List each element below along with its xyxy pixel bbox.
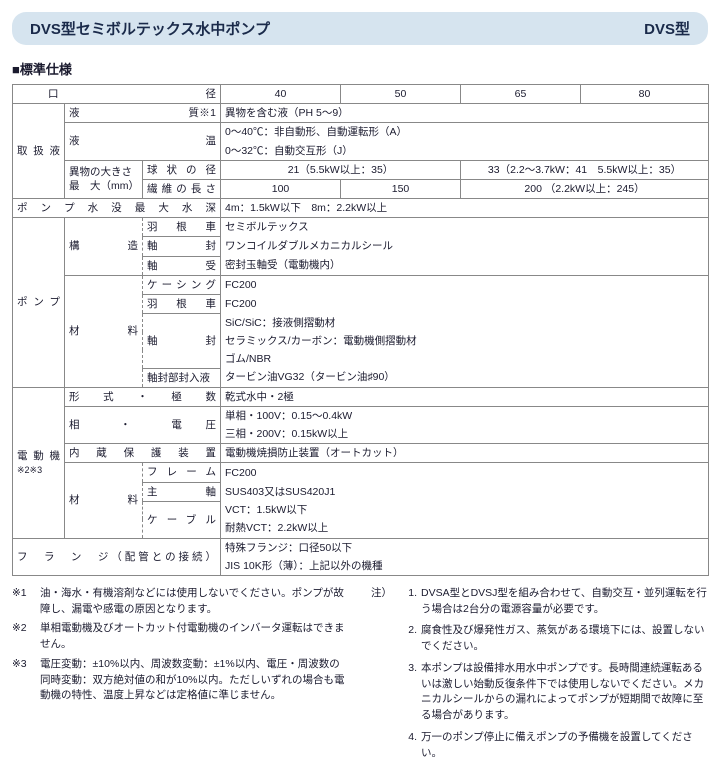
row-solid-l2: 最 大（mm）	[69, 180, 139, 192]
row-fiber-v2: 150	[341, 179, 461, 198]
row-subm-l: ポ ン プ 水 没 最 大 水 深	[13, 199, 221, 218]
row-quality-v: 異物を含む液（PH 5～9）	[221, 104, 709, 123]
row-phase-v2: 三相・200V：0.15kW以上	[221, 425, 709, 444]
right-notes-lead: 注）	[371, 586, 395, 768]
notes-area: ※1 油・海水・有機溶剤などには使用しないでください。ポンプが故障し、漏電や感電…	[12, 586, 708, 768]
row-fiber-v3: 200 （2.2kW以上：245）	[461, 179, 709, 198]
note-3: ※3 電圧変動：±10%以内、周波数変動：±1%以内、電圧・周波数の同時変動：双…	[12, 657, 349, 704]
row-shaft-l: 主 軸	[143, 482, 221, 501]
rnote-2: 2.腐食性及び爆発性ガス、蒸気がある環境下には、設置しないでください。	[399, 623, 708, 655]
row-flange-l: フ ラ ン ジ（配管との接続）	[13, 538, 221, 575]
row-motor-label: 電動機	[17, 449, 60, 463]
row-protect-v: 電動機焼損防止装置（オートカット）	[221, 444, 709, 463]
row-seal-l: 軸 封	[143, 237, 221, 256]
row-motor: 電動機 ※2※3	[13, 387, 65, 538]
row-phase-v1: 単相・100V：0.15～0.4kW	[221, 406, 709, 425]
note-2-text: 単相電動機及びオートカット付電動機のインバータ運転はできません。	[40, 621, 349, 653]
model-type: DVS型	[644, 18, 690, 39]
row-flange-v1: 特殊フランジ：口径50以下	[221, 538, 709, 557]
right-notes: 注） 1.DVSA型とDVSJ型を組み合わせて、自動交互・並列運転を行う場合は2…	[371, 586, 708, 768]
row-flange-v2: JIS 10K形（薄）：上記以外の機種	[221, 557, 709, 576]
row-struct: 構 造	[65, 218, 143, 276]
row-frame-v: FC200	[221, 463, 709, 482]
col-d3: 65	[461, 85, 581, 104]
row-type-v: 乾式水中・2極	[221, 387, 709, 406]
row-handled-liquid: 取扱液	[13, 104, 65, 199]
row-ball-v2: 33（2.2～3.7kW：41 5.5kW以上：35）	[461, 160, 709, 179]
row-seal2-l: 軸 封	[143, 314, 221, 369]
row-seal-v: ワンコイルダブルメカニカルシール	[221, 237, 709, 256]
row-seal2-v2: セラミックス/カーボン：電動機側摺動材	[221, 332, 709, 350]
rnote-4: 4.万一のポンプ停止に備えポンプの予備機を設置してください。	[399, 730, 708, 762]
row-motor-sup: ※2※3	[17, 465, 42, 475]
row-protect-l: 内 蔵 保 護 装 置	[65, 444, 221, 463]
row-fiber-v1: 100	[221, 179, 341, 198]
row-temp-l: 液 温	[65, 123, 221, 160]
row-seal2-v1: SiC/SiC：接液側摺動材	[221, 314, 709, 332]
left-notes: ※1 油・海水・有機溶剤などには使用しないでください。ポンプが故障し、漏電や感電…	[12, 586, 349, 768]
row-material: 材 料	[65, 275, 143, 387]
rnote-2-text: 腐食性及び爆発性ガス、蒸気がある環境下には、設置しないでください。	[421, 623, 708, 655]
row-subm-v: 4m：1.5kW以下 8m：2.2kW以上	[221, 199, 709, 218]
spec-table: 口 径 40 50 65 80 取扱液 液 質※1 異物を含む液（PH 5～9）…	[12, 84, 709, 576]
note-2: ※2 単相電動機及びオートカット付電動機のインバータ運転はできません。	[12, 621, 349, 653]
row-mmat: 材 料	[65, 463, 143, 538]
note-2-tag: ※2	[12, 621, 36, 653]
section-heading: ■標準仕様	[12, 59, 708, 78]
row-solid-l: 異物の大きさ 最 大（mm）	[65, 160, 143, 198]
row-fiber-l: 繊維の長さ	[143, 179, 221, 198]
row-type-l: 形 式 ・ 極 数	[65, 387, 221, 406]
row-bearing-v: 密封玉軸受（電動機内）	[221, 256, 709, 275]
row-quality-l: 液 質※1	[65, 104, 221, 123]
col-diameter-label: 口 径	[13, 85, 221, 104]
row-imp2-l: 羽 根 車	[143, 294, 221, 313]
title-bar: DVS型セミボルテックス水中ポンプ DVS型	[12, 12, 708, 45]
row-bearing-l: 軸 受	[143, 256, 221, 275]
row-temp-v1: 0～40℃：非自動形、自動運転形（A）	[221, 123, 709, 142]
row-impeller-v: セミボルテックス	[221, 218, 709, 237]
row-frame-l: フレーム	[143, 463, 221, 482]
row-casing-l: ケーシング	[143, 275, 221, 294]
row-phase-l: 相 ・ 電 圧	[65, 406, 221, 443]
row-imp2-v: FC200	[221, 294, 709, 313]
col-d4: 80	[581, 85, 709, 104]
note-1-text: 油・海水・有機溶剤などには使用しないでください。ポンプが故障し、漏電や感電の原因…	[40, 586, 349, 618]
note-1-tag: ※1	[12, 586, 36, 618]
row-shaft-v: SUS403又はSUS420J1	[221, 482, 709, 501]
row-temp-v2: 0～32℃：自動交互形（J）	[221, 142, 709, 161]
row-cable-l: ケーブル	[143, 501, 221, 538]
row-pump: ポンプ	[13, 218, 65, 388]
row-ball-v1: 21（5.5kW以上：35）	[221, 160, 461, 179]
note-3-text: 電圧変動：±10%以内、周波数変動：±1%以内、電圧・周波数の同時変動：双方絶対…	[40, 657, 349, 704]
row-oil-l: 軸封部封入液	[143, 368, 221, 387]
row-seal2-v3: ゴム/NBR	[221, 350, 709, 368]
note-3-tag: ※3	[12, 657, 36, 704]
row-solid-l1: 異物の大きさ	[69, 166, 132, 178]
row-impeller-l: 羽 根 車	[143, 218, 221, 237]
product-title: DVS型セミボルテックス水中ポンプ	[30, 18, 270, 39]
col-d2: 50	[341, 85, 461, 104]
rnote-3-text: 本ポンプは設備排水用水中ポンプです。長時間連続運転あるいは激しい始動反復条件下で…	[421, 661, 708, 724]
row-cable-v1: VCT：1.5kW以下	[221, 501, 709, 519]
note-1: ※1 油・海水・有機溶剤などには使用しないでください。ポンプが故障し、漏電や感電…	[12, 586, 349, 618]
row-cable-v2: 耐熱VCT：2.2kW以上	[221, 519, 709, 538]
rnote-4-text: 万一のポンプ停止に備えポンプの予備機を設置してください。	[421, 730, 708, 762]
rnote-1: 1.DVSA型とDVSJ型を組み合わせて、自動交互・並列運転を行う場合は2台分の…	[399, 586, 708, 618]
rnote-3: 3.本ポンプは設備排水用水中ポンプです。長時間連続運転あるいは激しい始動反復条件…	[399, 661, 708, 724]
row-casing-v: FC200	[221, 275, 709, 294]
rnote-1-text: DVSA型とDVSJ型を組み合わせて、自動交互・並列運転を行う場合は2台分の電源…	[421, 586, 708, 618]
row-oil-v: タービン油VG32（タービン油♯90）	[221, 368, 709, 387]
col-d1: 40	[221, 85, 341, 104]
row-ball-l: 球 状 の 径	[143, 160, 221, 179]
